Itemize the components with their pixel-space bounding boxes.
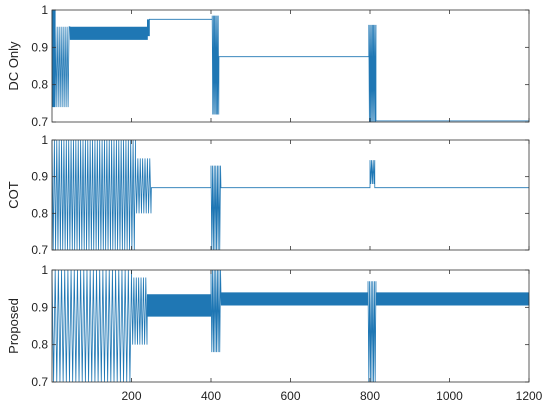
y-tick-label-dc-only: 0.7 (31, 115, 48, 129)
x-tick-label: 600 (280, 389, 300, 403)
y-axis-label-proposed: Proposed (6, 298, 21, 354)
x-tick-label: 1200 (516, 389, 543, 403)
y-tick-label-proposed: 0.9 (31, 300, 48, 314)
panel-cot: 0.7 0.8 0.9 1 COT (6, 133, 530, 257)
y-tick-label-proposed: 1 (41, 263, 48, 277)
y-tick-label-cot: 0.7 (31, 243, 48, 257)
y-tick-label-dc-only: 1 (41, 3, 48, 17)
y-tick-label-cot: 0.8 (31, 206, 48, 220)
y-tick-label-dc-only: 0.9 (31, 40, 48, 54)
series-line-proposed (51, 269, 530, 383)
x-tick-label: 800 (360, 389, 380, 403)
y-tick-label-cot: 0.9 (31, 170, 48, 184)
y-tick-label-proposed: 0.7 (31, 375, 48, 389)
panel-dc-only: 0.7 0.8 0.9 1 DC Only (6, 3, 530, 129)
x-tick-label: 200 (121, 389, 141, 403)
series-line-dc-only (51, 9, 529, 123)
x-tick-label: 400 (201, 389, 221, 403)
y-tick-label-proposed: 0.8 (31, 338, 48, 352)
x-tick-label: 1000 (436, 389, 463, 403)
y-axis-label-dc-only: DC Only (6, 41, 21, 91)
y-axis-label-cot: COT (6, 181, 21, 209)
y-tick-label-cot: 1 (41, 133, 48, 147)
series-line-cot (51, 139, 529, 251)
y-tick-label-dc-only: 0.8 (31, 78, 48, 92)
